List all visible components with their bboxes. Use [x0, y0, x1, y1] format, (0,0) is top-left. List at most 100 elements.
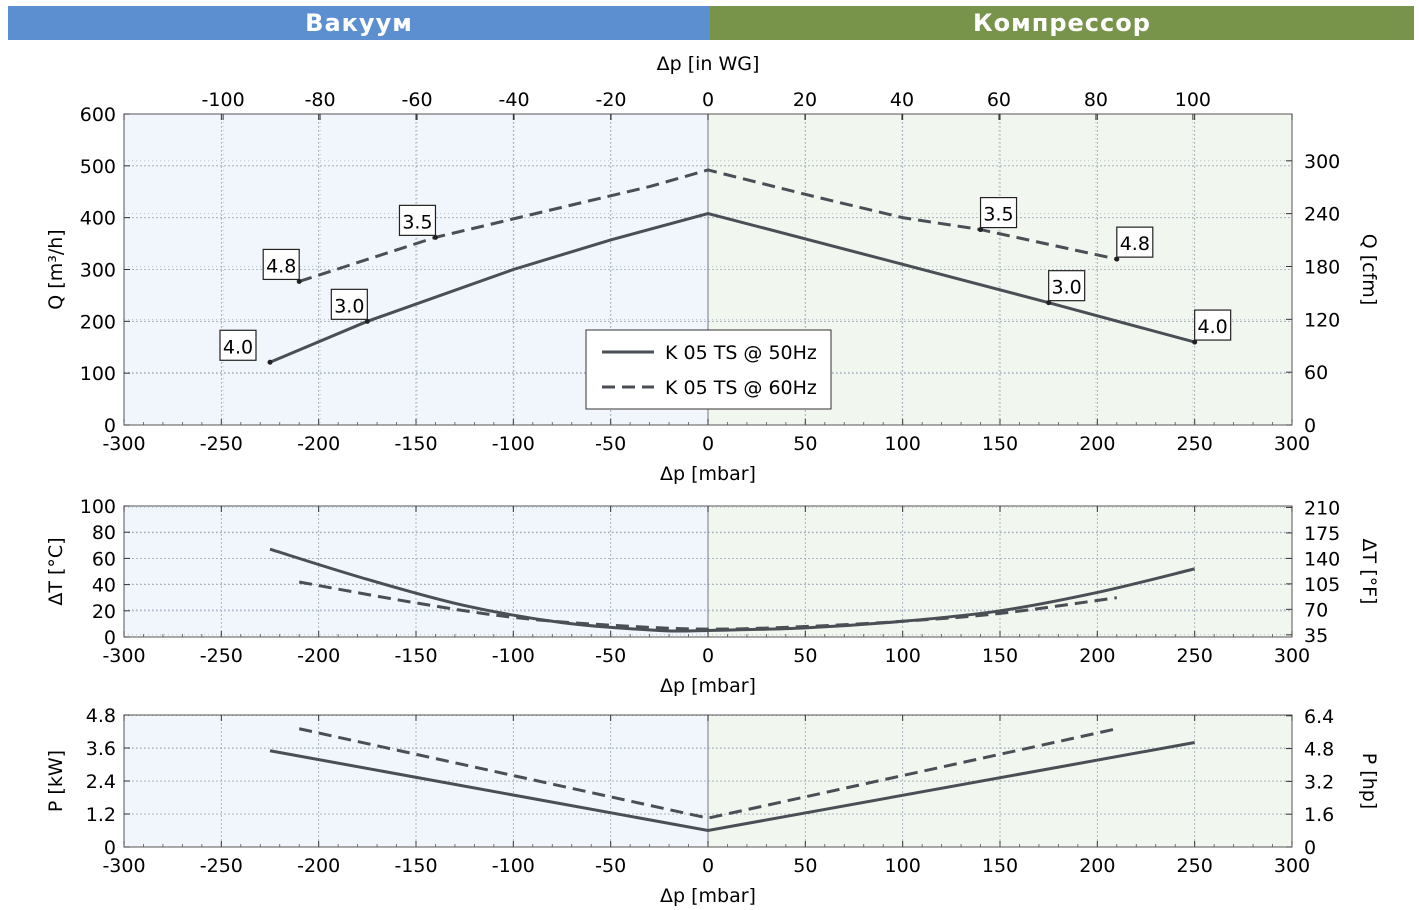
x-tick-label: 50 [793, 855, 817, 877]
y2-tick-label: 140 [1304, 548, 1340, 570]
annotation-box [219, 329, 257, 361]
vacuum-header-label: Вакуум [305, 9, 413, 37]
y-tick-label: 80 [92, 522, 116, 544]
y2-tick-label: 180 [1304, 256, 1340, 278]
annotation-box [1116, 226, 1154, 258]
y2-tick-label: 210 [1304, 497, 1340, 519]
annotation-box [979, 196, 1018, 229]
x-tick-label: 0 [702, 855, 714, 877]
x-tick-label: -50 [595, 855, 626, 877]
annotation-label: 4.8 [266, 255, 296, 277]
annotation-point [978, 227, 984, 233]
x2-tick-label: 20 [793, 89, 817, 111]
y2-tick-label: 0 [1304, 415, 1316, 437]
x-tick-label: -300 [102, 433, 145, 455]
x2-tick-label: 0 [702, 89, 714, 111]
annotation-point [1192, 339, 1198, 345]
x2-tick-label: -100 [202, 89, 245, 111]
x-tick-label: -50 [595, 645, 626, 667]
y2-tick-label: 300 [1304, 151, 1340, 173]
annotation-point [1114, 256, 1120, 262]
annotation-point [1046, 300, 1052, 306]
annotation-label: 3.0 [1052, 277, 1082, 299]
x-tick-label: 150 [982, 645, 1018, 667]
x-tick-label: 200 [1079, 855, 1115, 877]
power-chart: -300 -250 -200 -150 -100 -50 0 50 100 150 200 250 30… [45, 705, 1380, 907]
legend-label: K 05 TS @ 50Hz [665, 342, 817, 364]
x-tick-label: -200 [297, 645, 340, 667]
y2-tick-label: 0 [1304, 837, 1316, 859]
annotation-label: 3.0 [334, 295, 364, 317]
y-tick-label: 300 [80, 260, 116, 282]
y-tick-label: 500 [80, 156, 116, 178]
x-tick-label: -200 [297, 855, 340, 877]
series-line-60hz [298, 168, 1118, 283]
x-tick-label: 100 [885, 855, 921, 877]
x-tick-label: -100 [492, 433, 535, 455]
annotation-point [267, 359, 273, 365]
compressor-header-label: Компрессор [973, 9, 1151, 37]
x-tick-label: -200 [297, 433, 340, 455]
x-tick-label: 250 [1177, 433, 1213, 455]
x-axis-label: Δp [mbar] [660, 885, 756, 907]
y2-tick-label: 1.6 [1304, 804, 1334, 826]
x-tick-label: -300 [102, 855, 145, 877]
x-tick-label: -100 [492, 645, 535, 667]
y2-tick-label: 60 [1304, 362, 1328, 384]
x2-tick-label: -80 [305, 89, 336, 111]
annotation-box [262, 248, 300, 281]
y2-tick-label: 120 [1304, 309, 1340, 331]
x-tick-label: 250 [1177, 645, 1213, 667]
series-line-50hz [269, 741, 1195, 833]
annotation-label: 3.5 [983, 204, 1013, 226]
x-tick-label: 150 [982, 433, 1018, 455]
x-tick-label: 0 [702, 433, 714, 455]
x2-tick-label: -40 [499, 89, 530, 111]
x-tick-label: 100 [885, 433, 921, 455]
x-tick-label: 200 [1079, 645, 1115, 667]
annotation-label: 4.0 [223, 336, 253, 358]
x-tick-label: -150 [394, 645, 437, 667]
series-line-50hz [269, 211, 1196, 364]
x2-tick-label: 40 [890, 89, 914, 111]
y-tick-label: 1.2 [86, 804, 116, 826]
y-tick-label: 3.6 [86, 738, 116, 760]
y2-tick-label: 240 [1304, 204, 1340, 226]
x2-axis-label: Δp [in WG] [657, 53, 760, 75]
x-tick-label: -150 [394, 433, 437, 455]
y-tick-label: 200 [80, 311, 116, 333]
x2-tick-label: -60 [402, 89, 433, 111]
y-tick-label: 40 [92, 575, 116, 597]
annotation-label: 4.0 [1198, 316, 1228, 338]
x-tick-label: 250 [1177, 855, 1213, 877]
x-axis-label: Δp [mbar] [660, 675, 756, 697]
x-tick-label: 50 [793, 645, 817, 667]
x2-tick-label: -20 [595, 89, 626, 111]
x-tick-label: 50 [793, 433, 817, 455]
y2-axis-label: Q [cfm] [1358, 234, 1380, 305]
x-tick-label: 200 [1079, 433, 1115, 455]
y-tick-label: 60 [92, 548, 116, 570]
x-tick-label: -100 [492, 855, 535, 877]
series-line-60hz [298, 580, 1118, 631]
x-tick-label: -250 [200, 855, 243, 877]
y2-axis-label: P [hp] [1358, 753, 1380, 809]
annotation-box [398, 204, 437, 236]
y2-tick-label: 35 [1304, 625, 1328, 647]
x-tick-label: -50 [595, 433, 626, 455]
annotation-box [330, 288, 368, 320]
annotation-label: 4.8 [1120, 233, 1150, 255]
y-tick-label: 0 [104, 415, 116, 437]
y-tick-label: 20 [92, 601, 116, 623]
y2-tick-label: 6.4 [1304, 706, 1334, 728]
x-tick-label: 300 [1274, 855, 1310, 877]
annotation-box [1194, 309, 1232, 341]
x-tick-label: 150 [982, 855, 1018, 877]
vacuum-header-band: Вакуум [8, 6, 710, 40]
y-axis-label: ΔT [°C] [45, 537, 67, 605]
y-tick-label: 4.8 [86, 705, 116, 727]
y-tick-label: 600 [80, 104, 116, 126]
legend-box [585, 329, 832, 410]
x2-tick-label: 100 [1175, 89, 1211, 111]
annotation-label: 3.5 [402, 211, 432, 233]
